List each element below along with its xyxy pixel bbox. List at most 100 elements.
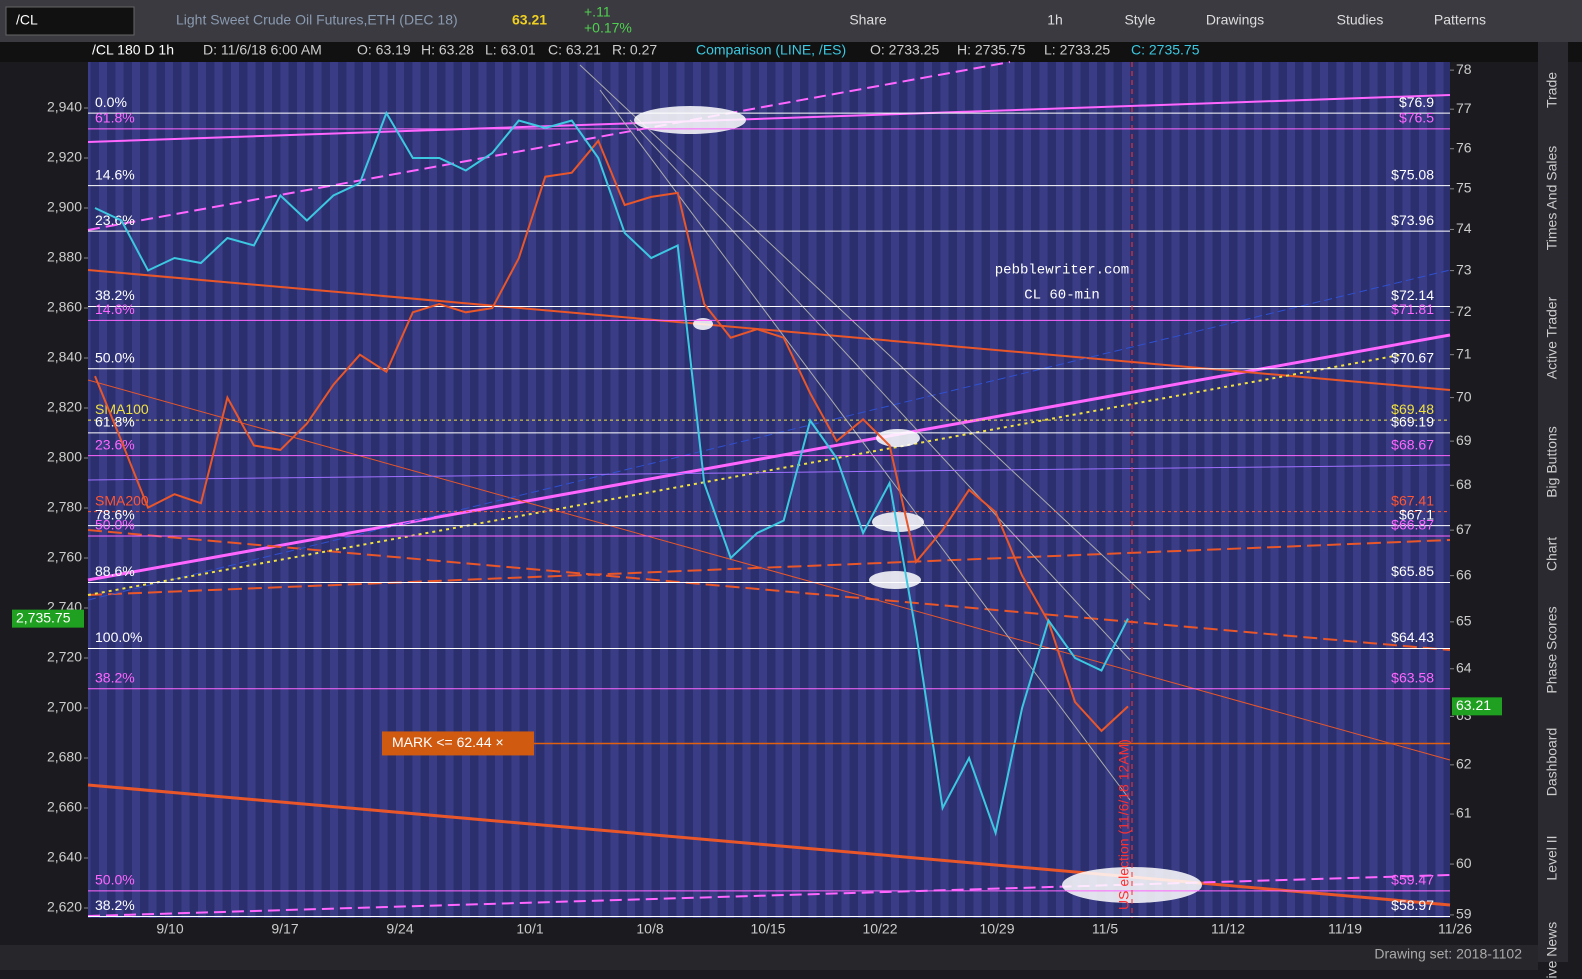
y2-tick-label: 61	[1456, 805, 1472, 821]
x-tick-label: 10/15	[750, 921, 785, 937]
toolbar-button[interactable]: Patterns	[1434, 12, 1486, 28]
y2-tick-label: 64	[1456, 659, 1472, 675]
level-price: $73.96	[1391, 212, 1434, 228]
info-range: R: 0.27	[612, 42, 657, 58]
price-line	[94, 138, 1129, 733]
price-line	[94, 110, 1129, 837]
y2-tick-label: 67	[1456, 521, 1472, 537]
level-pct: 23.6%	[95, 212, 135, 228]
x-tick-label: 11/26	[1438, 921, 1472, 937]
x-tick-label: 11/5	[1092, 921, 1118, 937]
info-open: O: 63.19	[357, 42, 411, 58]
y2-tick-label: 70	[1456, 388, 1472, 404]
toolbar-button[interactable]: Style	[1124, 12, 1155, 28]
y2-tick-label: 78	[1456, 61, 1472, 77]
y-tick-label: 2,660	[47, 799, 82, 815]
x-tick-label: 9/24	[386, 921, 413, 937]
y-tick-label: 2,760	[47, 549, 82, 565]
change: +.11	[584, 4, 611, 20]
y2-tick-label: 60	[1456, 855, 1472, 871]
y-tick-label: 2,640	[47, 849, 82, 865]
level-price: $67.41	[1391, 492, 1434, 508]
symbol-box[interactable]	[5, 6, 135, 36]
side-tab[interactable]: Live News	[1544, 922, 1560, 979]
last-price: 63.21	[1456, 697, 1491, 713]
trendline	[579, 64, 1151, 601]
toolbar-button[interactable]: Studies	[1337, 12, 1384, 28]
comp-price: 2,735.75	[16, 609, 71, 625]
level-pct: 14.6%	[95, 301, 135, 317]
level-price: $64.43	[1391, 629, 1434, 645]
y-tick-label: 2,880	[47, 249, 82, 265]
level-pct: 0.0%	[95, 94, 127, 110]
side-tab[interactable]: Active Trader	[1544, 296, 1560, 379]
info-low: L: 63.01	[485, 42, 536, 58]
level-pct: 50.0%	[95, 872, 135, 888]
y-tick-label: 2,940	[47, 99, 82, 115]
side-tab[interactable]: Times And Sales	[1544, 146, 1560, 251]
level-price: $71.81	[1391, 301, 1434, 317]
mark-label: MARK <= 62.44 ×	[392, 734, 504, 750]
level-price: $76.5	[1399, 110, 1434, 126]
info-comp-open: O: 2733.25	[870, 42, 939, 58]
y-tick-label: 2,720	[47, 649, 82, 665]
trendline	[87, 61, 1011, 231]
side-tab[interactable]: Dashboard	[1544, 728, 1560, 797]
level-price: $63.58	[1391, 669, 1434, 685]
toolbar	[0, 0, 1582, 42]
side-panel	[1538, 42, 1568, 962]
y2-tick-label: 73	[1456, 261, 1472, 277]
mark-box	[382, 731, 534, 756]
side-tab[interactable]: Phase Scores	[1544, 606, 1560, 693]
trendline	[87, 379, 1451, 761]
level-price: $75.08	[1391, 166, 1434, 182]
x-tick-label: 10/8	[636, 921, 663, 937]
y-tick-label: 2,620	[47, 899, 82, 915]
y2-tick-label: 72	[1456, 303, 1472, 319]
y-tick-label: 2,700	[47, 699, 82, 715]
level-pct: SMA200	[95, 492, 149, 508]
toolbar-button[interactable]: Share	[849, 12, 887, 28]
side-tab[interactable]: Chart	[1544, 537, 1560, 571]
level-pct: 61.8%	[95, 110, 135, 126]
side-tab[interactable]: Trade	[1544, 72, 1560, 108]
y-tick-label: 2,860	[47, 299, 82, 315]
toolbar-button[interactable]: 1h	[1047, 12, 1063, 28]
trendline	[87, 539, 1451, 596]
y2-tick-label: 74	[1456, 220, 1472, 236]
level-price: $72.14	[1391, 287, 1434, 303]
y2-tick-label: 71	[1456, 345, 1472, 361]
level-price: $68.67	[1391, 436, 1434, 452]
level-price: $69.19	[1391, 414, 1434, 430]
info-date: D: 11/6/18 6:00 AM	[203, 42, 322, 58]
x-tick-label: 11/19	[1328, 921, 1362, 937]
y2-tick-label: 66	[1456, 566, 1472, 582]
watermark: CL 60-min	[1024, 288, 1100, 304]
level-pct: 38.2%	[95, 287, 135, 303]
y-tick-label: 2,780	[47, 499, 82, 515]
highlight	[693, 318, 713, 330]
y2-tick-label: 76	[1456, 139, 1472, 155]
info-high: H: 63.28	[421, 42, 474, 58]
info-close: C: 63.21	[548, 42, 601, 58]
toolbar-button[interactable]: Drawings	[1206, 12, 1264, 28]
x-tick-label: 10/1	[516, 921, 543, 937]
trendline	[87, 94, 1451, 143]
y2-tick-label: 65	[1456, 613, 1472, 629]
level-price: $69.48	[1391, 401, 1434, 417]
level-price: $67.1	[1399, 506, 1434, 522]
y2-tick-label: 75	[1456, 180, 1472, 196]
highlight	[869, 571, 921, 589]
y-tick-label: 2,900	[47, 199, 82, 215]
y2-tick-label: 59	[1456, 906, 1472, 922]
trendline	[87, 464, 1451, 481]
watermark: pebblewriter.com	[995, 263, 1129, 279]
level-price: $70.67	[1391, 349, 1434, 365]
y-tick-label: 2,840	[47, 349, 82, 365]
side-tab[interactable]: Big Buttons	[1544, 426, 1560, 498]
last: 63.21	[512, 12, 547, 28]
x-tick-label: 11/12	[1211, 921, 1245, 937]
side-tab[interactable]: Level II	[1544, 835, 1560, 880]
level-price: $59.47	[1391, 872, 1434, 888]
level-price: $65.85	[1391, 563, 1434, 579]
